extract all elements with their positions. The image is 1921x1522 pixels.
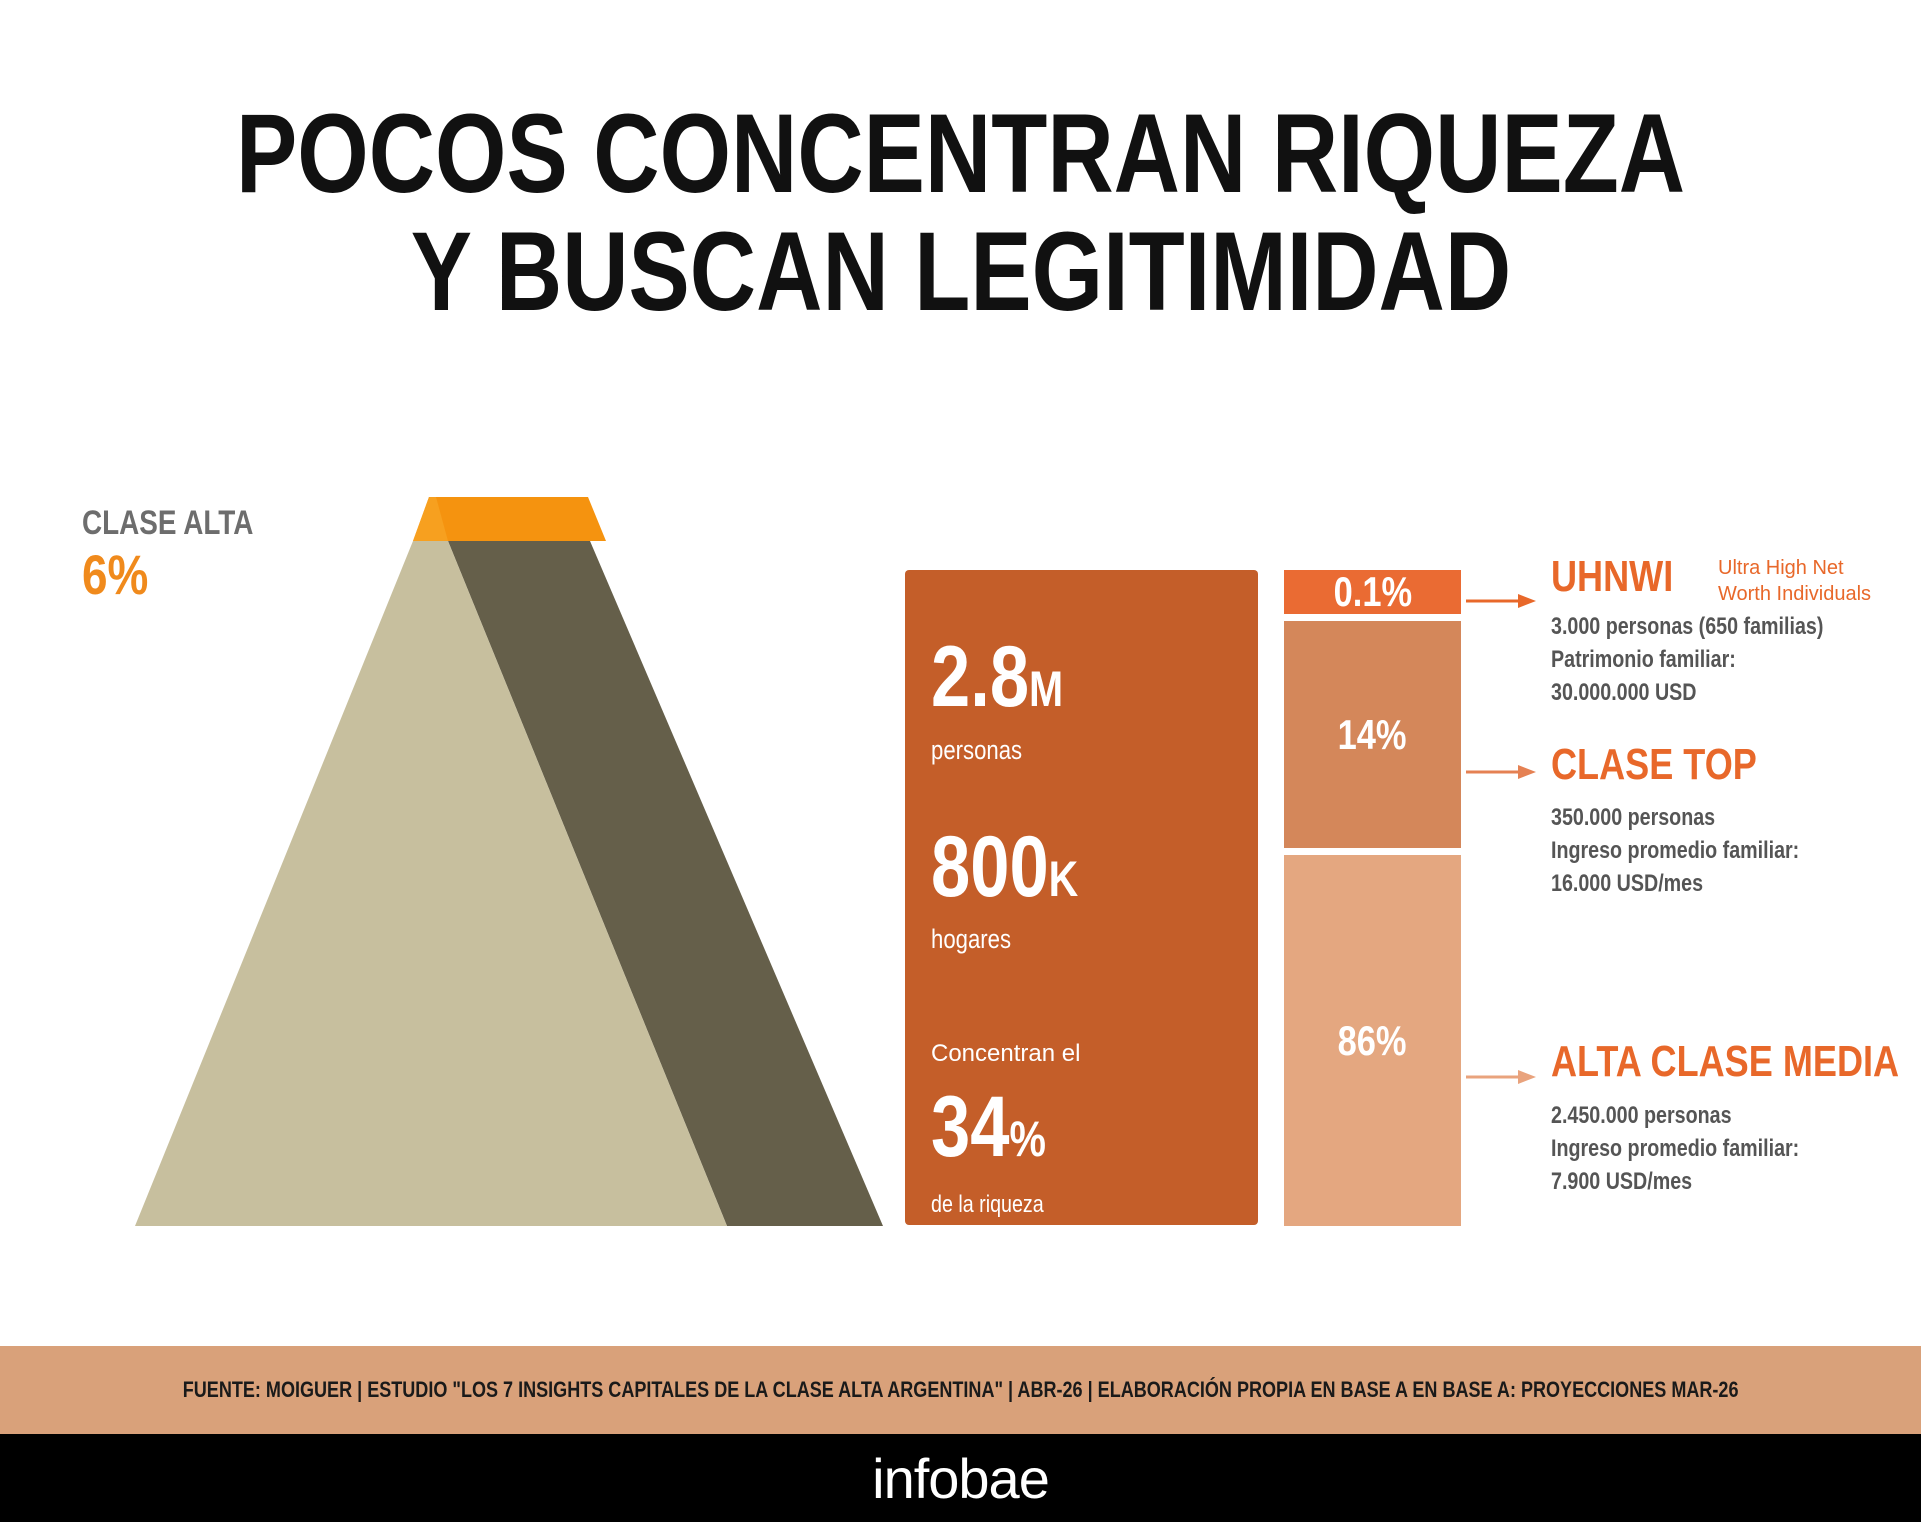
wealth-label: de la riqueza: [931, 1191, 1044, 1218]
pyramid-dark-face: [448, 541, 883, 1226]
source-text: FUENTE: MOIGUER | ESTUDIO "LOS 7 INSIGHT…: [182, 1377, 1739, 1402]
segment-alta-clase-media: 86%: [1284, 855, 1461, 1226]
category-alta-clase-media-desc: 2.450.000 personas Ingreso promedio fami…: [1551, 1102, 1800, 1195]
wealth-unit: %: [1009, 1111, 1046, 1167]
title-line-2: Y BUSCAN LEGITIMIDAD: [410, 209, 1511, 334]
stats-box: 2.8M personas 800K hogares Concentran el…: [905, 570, 1258, 1225]
people-value: 2.8: [931, 629, 1030, 725]
wealth-value: 34: [931, 1079, 1010, 1175]
category-alta-clase-media-title: ALTA CLASE MEDIA: [1551, 1037, 1900, 1086]
category-uhnwi-subtitle: Ultra High Net Worth Individuals: [1718, 557, 1872, 605]
pyramid-top-cap-shade: [413, 497, 448, 541]
arrow-right-icon: [1466, 594, 1536, 608]
category-uhnwi-title: UHNWI: [1551, 552, 1674, 601]
segment-uhnwi-label: 0.1%: [1333, 568, 1412, 615]
households-stat: 800K: [931, 822, 1111, 924]
arrow-right-icon: [1466, 765, 1536, 779]
source-bar: FUENTE: MOIGUER | ESTUDIO "LOS 7 INSIGHT…: [0, 1346, 1921, 1434]
people-unit: M: [1029, 661, 1064, 717]
brand-logo: infobae: [872, 1446, 1050, 1510]
clase-alta-percent: 6%: [82, 542, 163, 607]
segment-clase-top: 14%: [1284, 621, 1461, 848]
arrow-right-icon: [1466, 1070, 1536, 1084]
pyramid-light-face: [135, 541, 727, 1226]
footer: infobae: [0, 1434, 1921, 1522]
wealth-stat: 34%: [931, 1082, 1071, 1184]
households-value: 800: [931, 819, 1049, 915]
segment-alta-clase-media-label: 86%: [1338, 1016, 1407, 1064]
segment-clase-top-label: 14%: [1338, 710, 1407, 758]
people-stat: 2.8M: [931, 632, 1092, 734]
wealth-intro: Concentran el: [931, 1040, 1081, 1067]
households-label: hogares: [931, 924, 1012, 954]
households-unit: K: [1048, 851, 1079, 907]
people-label: personas: [931, 735, 1023, 765]
category-uhnwi-desc: 3.000 personas (650 familias) Patrimonio…: [1551, 613, 1824, 706]
category-clase-top-title: CLASE TOP: [1551, 740, 1757, 789]
clase-alta-percent-text: 6%: [82, 543, 149, 606]
page-title: POCOS CONCENTRAN RIQUEZA Y BUSCAN LEGITI…: [0, 95, 1921, 331]
title-line-1: POCOS CONCENTRAN RIQUEZA: [235, 91, 1686, 216]
pyramid-top-cap: [413, 497, 606, 541]
category-clase-top-desc: 350.000 personas Ingreso promedio famili…: [1551, 804, 1800, 897]
segment-uhnwi: 0.1%: [1284, 568, 1461, 615]
clase-alta-label: CLASE ALTA: [82, 504, 254, 542]
